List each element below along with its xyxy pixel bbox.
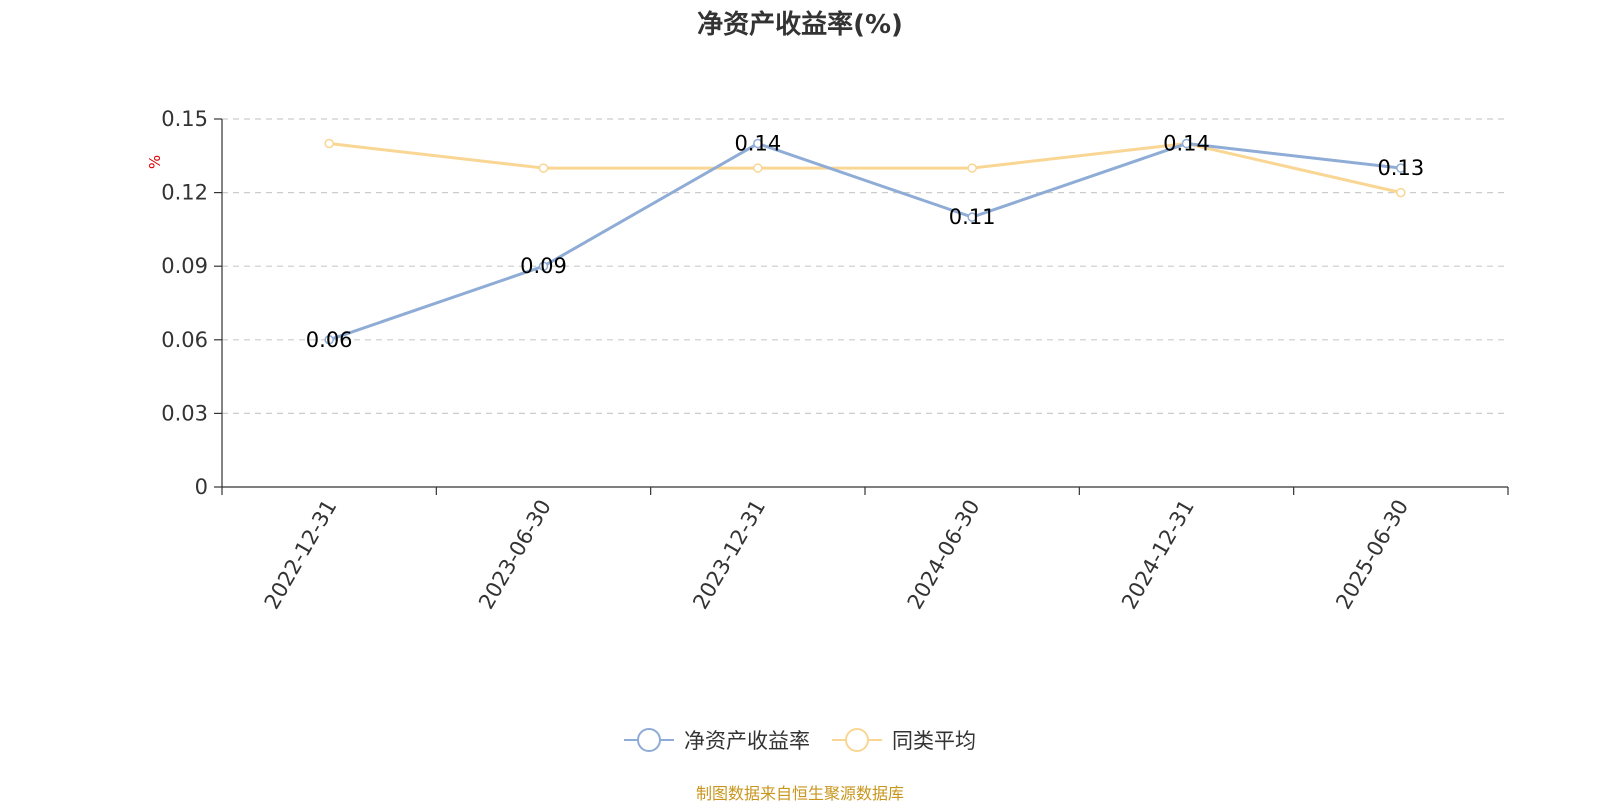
data-point-series2: [324, 138, 334, 149]
legend-item-series1[interactable]: 净资产收益率: [624, 725, 810, 755]
data-label: 0.13: [1377, 156, 1424, 180]
data-labels: 0.06 0.09 0.14 0.11 0.14 0.13: [306, 132, 1424, 352]
legend-item-series2[interactable]: 同类平均: [832, 725, 976, 755]
legend-marker-series2: [832, 728, 882, 752]
grid-lines: [222, 118, 1508, 414]
x-tick-label: 2023-06-30: [474, 496, 556, 614]
y-tick-label: 0.03: [161, 401, 208, 425]
y-tick-label: 0.12: [161, 181, 208, 205]
series-lines: [324, 138, 1406, 345]
data-point-series1: [967, 212, 977, 222]
data-point-series1: [324, 335, 334, 345]
legend-marker-series1: [624, 728, 674, 752]
x-tick-label: 2022-12-31: [260, 496, 342, 614]
data-point-series1: [538, 261, 549, 271]
chart-title: 净资产收益率(%): [697, 10, 903, 40]
data-label: 0.09: [520, 254, 567, 278]
axes: 0 0.03 0.06 0.09 0.12 0.15% 2022-12-31 2023-06-…: [146, 107, 1509, 614]
series-line-2: [328, 142, 1402, 195]
data-point-series2: [967, 163, 977, 173]
data-label: 0.14: [1163, 132, 1210, 156]
x-tick-label: 2023-12-31: [688, 496, 770, 614]
data-point-series1: [753, 138, 763, 149]
data-label: 0.11: [949, 205, 996, 229]
data-point-series2: [1396, 187, 1406, 198]
y-tick-label: 0.06: [161, 328, 208, 352]
x-tick-label: 2024-12-31: [1117, 496, 1199, 614]
data-point-series1: [1181, 138, 1192, 149]
x-tick-label: 2024-06-30: [903, 496, 985, 614]
y-axis-unit: %: [146, 155, 164, 169]
source-note: 制图数据来自恒生聚源数据库: [695, 784, 904, 803]
legend-label-series2: 同类平均: [892, 729, 976, 753]
series-line-1: [328, 142, 1402, 342]
y-tick-label: 0: [195, 475, 208, 499]
data-point-series2: [538, 163, 549, 173]
line-chart: 0 0.03 0.06 0.09 0.12 0.15% 2022-12-31 2023-06-…: [146, 107, 1509, 614]
data-point-series2: [753, 163, 763, 173]
chart-legend: 净资产收益率 同类平均: [0, 722, 1600, 758]
y-tick-label: 0.09: [161, 254, 208, 278]
y-tick-label: 0.15: [161, 107, 208, 131]
x-tick-label: 2025-06-30: [1331, 496, 1413, 614]
legend-label-series1: 净资产收益率: [684, 729, 810, 753]
data-point-series1: [1396, 163, 1406, 173]
data-label: 0.14: [734, 132, 781, 156]
data-label: 0.06: [306, 328, 353, 352]
